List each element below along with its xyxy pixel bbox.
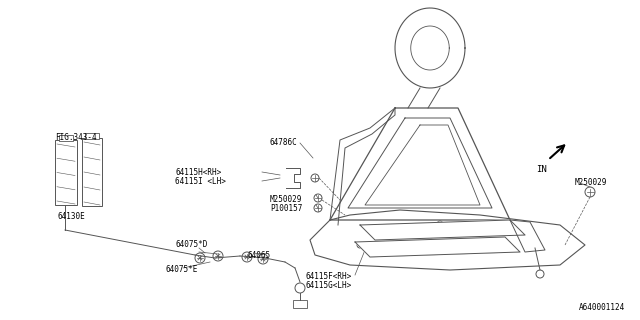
Text: 64075*D: 64075*D bbox=[175, 240, 207, 249]
Bar bbox=[293, 300, 307, 308]
Text: 64786C: 64786C bbox=[270, 138, 298, 147]
Polygon shape bbox=[330, 108, 510, 220]
Bar bbox=[85, 133, 99, 139]
Bar bbox=[59, 135, 73, 141]
Text: P100157: P100157 bbox=[270, 204, 302, 213]
Text: FIG.343-4: FIG.343-4 bbox=[55, 133, 97, 142]
Text: 64115G<LH>: 64115G<LH> bbox=[305, 281, 351, 290]
Polygon shape bbox=[360, 220, 525, 240]
Polygon shape bbox=[286, 168, 300, 188]
Text: 64075*E: 64075*E bbox=[165, 265, 197, 274]
Polygon shape bbox=[355, 237, 520, 257]
Polygon shape bbox=[365, 125, 480, 205]
Polygon shape bbox=[310, 210, 585, 270]
Text: M250029: M250029 bbox=[270, 195, 302, 204]
Polygon shape bbox=[348, 118, 492, 208]
Text: A640001124: A640001124 bbox=[579, 303, 625, 312]
Text: IN: IN bbox=[536, 165, 547, 174]
Text: 64130E: 64130E bbox=[58, 212, 86, 221]
Text: M250029: M250029 bbox=[575, 178, 607, 187]
Text: 64115F<RH>: 64115F<RH> bbox=[305, 272, 351, 281]
Text: 64115H<RH>: 64115H<RH> bbox=[175, 168, 221, 177]
Polygon shape bbox=[330, 108, 395, 225]
Text: 64065: 64065 bbox=[248, 251, 271, 260]
Bar bbox=[55, 140, 77, 205]
Bar bbox=[82, 138, 102, 206]
Text: 64115I <LH>: 64115I <LH> bbox=[175, 177, 226, 186]
